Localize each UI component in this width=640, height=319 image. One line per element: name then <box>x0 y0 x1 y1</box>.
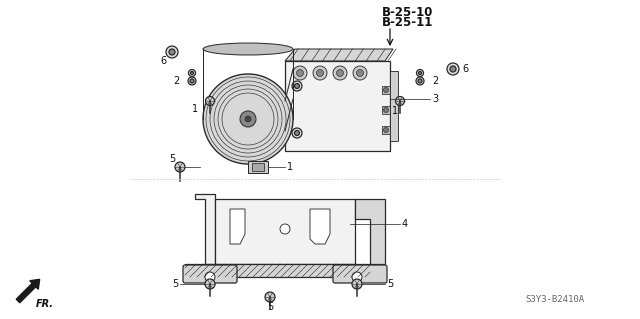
Circle shape <box>175 162 185 172</box>
Text: S3Y3-B2410A: S3Y3-B2410A <box>525 294 584 303</box>
Circle shape <box>333 66 347 80</box>
Polygon shape <box>195 194 215 264</box>
Circle shape <box>294 130 300 136</box>
Polygon shape <box>355 199 385 264</box>
Bar <box>252 163 264 171</box>
Circle shape <box>294 84 300 88</box>
Text: 1: 1 <box>192 104 198 114</box>
Circle shape <box>313 66 327 80</box>
Bar <box>382 126 390 134</box>
Circle shape <box>293 66 307 80</box>
Text: 1: 1 <box>287 162 293 172</box>
Bar <box>248 161 268 173</box>
Circle shape <box>205 97 214 106</box>
FancyBboxPatch shape <box>333 265 387 283</box>
FancyBboxPatch shape <box>183 265 237 283</box>
Circle shape <box>417 70 424 77</box>
Text: 1: 1 <box>392 106 398 116</box>
Circle shape <box>383 108 388 113</box>
Circle shape <box>396 97 404 106</box>
Bar <box>382 86 390 94</box>
Text: 5: 5 <box>169 154 175 164</box>
Circle shape <box>418 79 422 83</box>
Text: 6: 6 <box>160 56 166 66</box>
Circle shape <box>337 70 344 77</box>
Circle shape <box>447 63 459 75</box>
Text: FR.: FR. <box>36 299 54 309</box>
Circle shape <box>265 292 275 302</box>
Text: B-25-10: B-25-10 <box>382 6 433 19</box>
Text: 5: 5 <box>267 302 273 312</box>
Polygon shape <box>285 49 393 61</box>
FancyArrow shape <box>16 279 40 303</box>
Bar <box>382 106 390 114</box>
Circle shape <box>317 70 323 77</box>
Circle shape <box>352 279 362 289</box>
Circle shape <box>166 46 178 58</box>
Polygon shape <box>230 209 245 244</box>
Circle shape <box>450 66 456 72</box>
Circle shape <box>296 70 303 77</box>
Circle shape <box>245 116 251 122</box>
Polygon shape <box>215 199 355 264</box>
Circle shape <box>280 224 290 234</box>
Text: 5: 5 <box>387 279 393 289</box>
Ellipse shape <box>203 43 293 55</box>
Text: 5: 5 <box>172 279 178 289</box>
Circle shape <box>292 128 302 138</box>
Circle shape <box>383 128 388 132</box>
Circle shape <box>189 70 195 77</box>
Text: 4: 4 <box>402 219 408 229</box>
Text: B-25-11: B-25-11 <box>382 16 433 28</box>
Text: 2: 2 <box>432 76 438 86</box>
Text: 2: 2 <box>173 76 180 86</box>
Circle shape <box>419 71 422 75</box>
Polygon shape <box>310 209 330 244</box>
Circle shape <box>205 272 215 282</box>
Circle shape <box>356 70 364 77</box>
Circle shape <box>203 74 293 164</box>
Circle shape <box>416 77 424 85</box>
Bar <box>390 71 398 141</box>
Circle shape <box>352 272 362 282</box>
Circle shape <box>205 279 215 289</box>
Circle shape <box>383 87 388 93</box>
Text: 6: 6 <box>462 64 468 74</box>
Polygon shape <box>185 264 370 277</box>
Circle shape <box>188 77 196 85</box>
Circle shape <box>240 111 256 127</box>
Circle shape <box>353 66 367 80</box>
Text: 3: 3 <box>432 94 438 104</box>
Circle shape <box>191 71 193 75</box>
Circle shape <box>190 79 194 83</box>
Circle shape <box>169 49 175 55</box>
Bar <box>285 61 390 151</box>
Circle shape <box>292 81 302 91</box>
